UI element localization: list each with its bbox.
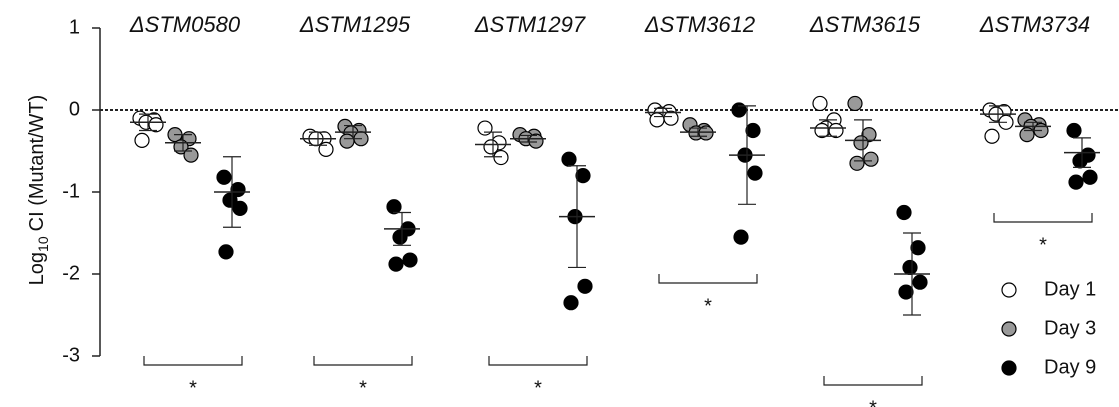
- data-point: [148, 117, 164, 133]
- data-point: [183, 147, 199, 163]
- y-tick-label: -2: [62, 262, 80, 284]
- data-point: [847, 95, 863, 112]
- significance-bracket: [143, 356, 243, 366]
- data-point: [812, 95, 828, 112]
- data-point: [745, 122, 761, 139]
- data-point: [563, 295, 579, 311]
- data-point: [849, 155, 865, 171]
- group-title: ΔSTM3734: [979, 12, 1090, 37]
- data-point: [863, 151, 879, 167]
- data-point: [1019, 127, 1035, 143]
- legend-marker: [1001, 360, 1017, 376]
- data-point: [1068, 174, 1084, 190]
- data-point: [483, 139, 499, 155]
- data-point: [853, 135, 869, 151]
- group-title: ΔSTM1297: [474, 12, 586, 37]
- data-point: [318, 141, 334, 157]
- data-point: [402, 252, 418, 268]
- data-point: [230, 181, 246, 198]
- group-title: ΔSTM3612: [644, 12, 755, 37]
- significance-bracket: [313, 356, 413, 366]
- data-point: [912, 274, 928, 290]
- data-point: [1072, 153, 1088, 169]
- data-point: [561, 151, 577, 167]
- group-title: ΔSTM3615: [809, 12, 921, 37]
- data-point: [216, 169, 232, 185]
- y-tick-label: 0: [69, 98, 80, 120]
- significance-bracket: [823, 376, 923, 386]
- data-point: [386, 199, 402, 215]
- data-point: [528, 133, 544, 149]
- data-point: [1066, 122, 1082, 139]
- y-tick-label: -1: [62, 180, 80, 202]
- data-point: [663, 110, 679, 126]
- group-title: ΔSTM1295: [299, 12, 411, 37]
- data-point: [896, 204, 912, 221]
- data-point: [232, 200, 248, 216]
- data-point: [339, 133, 355, 149]
- y-label-suffix: CI (Mutant/WT): [26, 95, 48, 232]
- data-point: [218, 244, 234, 260]
- data-point: [910, 240, 926, 256]
- significance-label: *: [359, 377, 367, 399]
- y-tick-label: 1: [69, 16, 80, 38]
- y-axis-label: Log10 CI (Mutant/WT): [26, 95, 50, 286]
- data-point: [577, 278, 593, 294]
- legend-label: Day 1: [1044, 278, 1096, 300]
- significance-label: *: [869, 397, 877, 407]
- data-point: [649, 112, 665, 128]
- data-point: [575, 168, 591, 184]
- significance-bracket: [658, 274, 758, 284]
- data-point: [902, 259, 918, 276]
- data-point: [898, 284, 914, 300]
- y-label-text: Log: [26, 252, 48, 285]
- data-point: [388, 256, 404, 272]
- data-point: [392, 229, 408, 245]
- significance-label: *: [704, 295, 712, 317]
- data-point: [733, 229, 749, 245]
- significance-bracket: [993, 213, 1093, 223]
- data-point: [477, 120, 493, 136]
- data-point: [134, 132, 150, 148]
- data-point: [747, 165, 763, 181]
- legend-label: Day 3: [1044, 317, 1096, 339]
- significance-label: *: [534, 377, 542, 399]
- significance-label: *: [1039, 234, 1047, 256]
- data-point: [814, 122, 830, 139]
- group-title: ΔSTM0580: [129, 12, 241, 37]
- legend-marker: [1001, 321, 1017, 337]
- significance-bracket: [488, 356, 588, 366]
- data-point: [984, 128, 1000, 144]
- data-point: [493, 149, 509, 166]
- legend-marker: [1001, 282, 1017, 298]
- y-tick-label: -3: [62, 344, 80, 366]
- significance-label: *: [189, 377, 197, 399]
- data-point: [731, 102, 747, 118]
- data-point: [828, 122, 844, 139]
- y-label-subscript: 10: [35, 236, 51, 252]
- legend-label: Day 9: [1044, 356, 1096, 378]
- data-point: [1082, 169, 1098, 185]
- data-point: [222, 192, 238, 208]
